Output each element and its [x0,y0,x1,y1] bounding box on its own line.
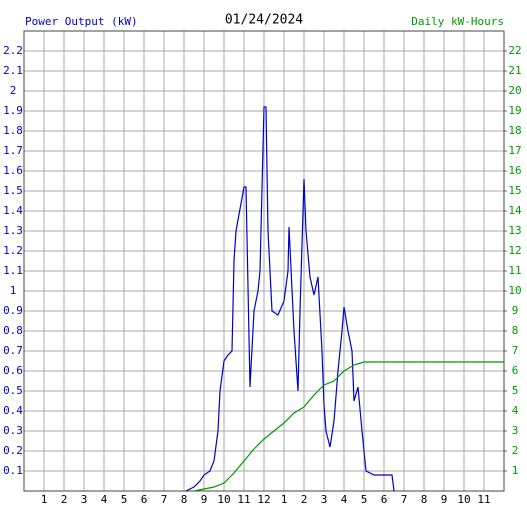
x-tick-label: 3 [81,493,88,506]
y-tick-label: 1.4 [3,204,23,217]
x-tick-label: 5 [361,493,368,506]
y2-tick-label: 21 [508,64,521,77]
x-tick-label: 1 [281,493,288,506]
y-tick-label: 1.3 [3,224,23,237]
y-tick-label: 0.8 [3,324,23,337]
x-tick-label: 6 [141,493,148,506]
x-tick-label: 10 [217,493,230,506]
x-tick-label: 10 [457,493,470,506]
y-tick-label: 0.6 [3,364,23,377]
y2-tick-label: 22 [508,44,521,57]
y-tick-label: 0.4 [3,404,23,417]
y2-tick-label: 16 [508,164,521,177]
x-tick-label: 9 [441,493,448,506]
y-tick-label: 1.9 [3,104,23,117]
y2-tick-label: 13 [508,224,521,237]
y2-tick-label: 3 [512,424,519,437]
x-tick-label: 2 [301,493,308,506]
y-tick-label: 1.7 [3,144,23,157]
x-tick-label: 12 [257,493,270,506]
y2-tick-label: 14 [508,204,522,217]
series-line [193,361,504,492]
y-tick-label: 0.9 [3,304,23,317]
y2-tick-label: 11 [508,264,521,277]
x-tick-label: 9 [201,493,208,506]
y2-tick-label: 19 [508,104,521,117]
x-tick-label: 7 [161,493,168,506]
x-tick-label: 11 [477,493,490,506]
y2-tick-label: 8 [512,324,519,337]
x-tick-label: 3 [321,493,328,506]
x-tick-label: 8 [181,493,188,506]
y-tick-label: 2 [10,84,17,97]
y-tick-label: 1.2 [3,244,23,257]
y2-tick-label: 18 [508,124,521,137]
y-tick-label: 2.2 [3,44,23,57]
y-tick-label: 2.1 [3,64,23,77]
y-tick-label: 0.2 [3,444,23,457]
y-tick-label: 1.5 [3,184,23,197]
y2-tick-label: 17 [508,144,521,157]
y2-tick-label: 2 [512,444,519,457]
y-axis-label: Power Output (kW) [25,15,138,28]
x-tick-label: 8 [421,493,428,506]
x-tick-label: 5 [121,493,128,506]
x-tick-label: 7 [401,493,408,506]
y2-tick-label: 10 [508,284,521,297]
y2-tick-label: 5 [512,384,519,397]
y2-tick-label: 15 [508,184,521,197]
x-tick-label: 4 [101,493,108,506]
y-tick-label: 1.8 [3,124,23,137]
y2-tick-label: 9 [512,304,519,317]
y2-tick-label: 6 [512,364,519,377]
chart-title: 01/24/2024 [225,13,303,28]
y-tick-label: 0.5 [3,384,23,397]
x-tick-label: 1 [41,493,48,506]
y2-tick-label: 7 [512,344,519,357]
y-tick-label: 1.6 [3,164,23,177]
y2-tick-label: 20 [508,84,521,97]
y-tick-label: 1.1 [3,264,23,277]
y2-tick-label: 1 [512,464,519,477]
series-line [185,106,395,492]
y2-tick-label: 4 [512,404,519,417]
x-tick-label: 2 [61,493,68,506]
y-tick-label: 0.1 [3,464,23,477]
x-tick-label: 11 [237,493,250,506]
y-tick-label: 1 [10,284,17,297]
y2-tick-label: 12 [508,244,521,257]
y-tick-label: 0.3 [3,424,23,437]
y-tick-label: 0.7 [3,344,23,357]
x-tick-label: 4 [341,493,348,506]
plot-border [23,30,505,492]
y2-axis-label: Daily kW-Hours [411,15,504,28]
x-tick-label: 6 [381,493,388,506]
